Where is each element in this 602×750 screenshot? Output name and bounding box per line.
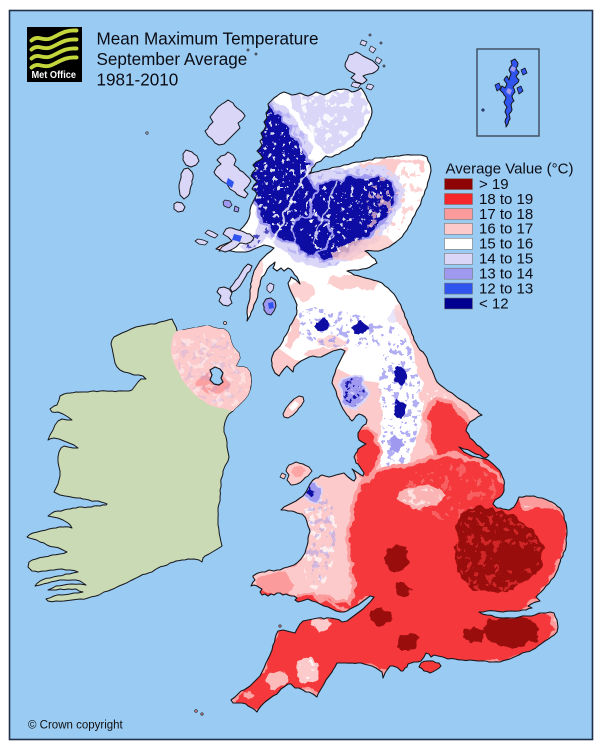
svg-text:15 to 16: 15 to 16 [479, 236, 533, 253]
svg-text:< 12: < 12 [479, 295, 509, 312]
svg-text:14 to 15: 14 to 15 [479, 251, 533, 268]
svg-text:1981-2010: 1981-2010 [97, 71, 179, 90]
svg-text:17 to 18: 17 to 18 [479, 206, 533, 223]
svg-text:Met Office: Met Office [32, 70, 77, 81]
svg-text:© Crown copyright: © Crown copyright [28, 720, 124, 732]
svg-text:18 to 19: 18 to 19 [479, 191, 533, 208]
svg-text:September Average: September Average [97, 50, 248, 69]
svg-text:Average Value (°C): Average Value (°C) [446, 161, 574, 178]
svg-text:13 to 14: 13 to 14 [479, 266, 533, 283]
svg-text:Mean Maximum Temperature: Mean Maximum Temperature [97, 30, 319, 49]
svg-text:> 19: > 19 [479, 176, 509, 193]
svg-text:16 to 17: 16 to 17 [479, 221, 533, 238]
svg-text:12 to 13: 12 to 13 [479, 280, 533, 297]
